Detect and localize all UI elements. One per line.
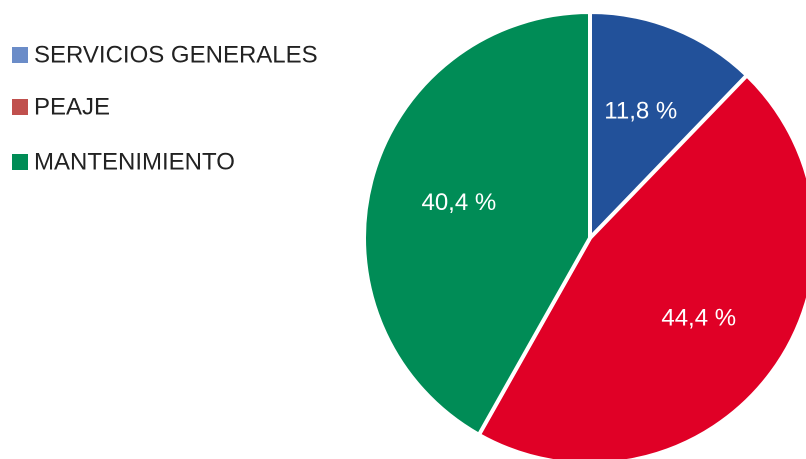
legend-swatch: [12, 154, 28, 170]
pie-slice: [588, 9, 750, 243]
legend-swatch: [12, 99, 28, 115]
legend-label: SERVICIOS GENERALES: [34, 41, 318, 68]
slice-label: 44,4 %: [661, 304, 736, 331]
pie-slice: [362, 9, 592, 438]
slice-label: 40,4 %: [421, 189, 496, 216]
legend-label: MANTENIMIENTO: [34, 148, 235, 175]
legend-label: PEAJE: [34, 93, 110, 120]
legend-swatch: [12, 47, 28, 63]
slice-label: 11,8 %: [604, 98, 677, 125]
pie-slice: [476, 72, 806, 459]
